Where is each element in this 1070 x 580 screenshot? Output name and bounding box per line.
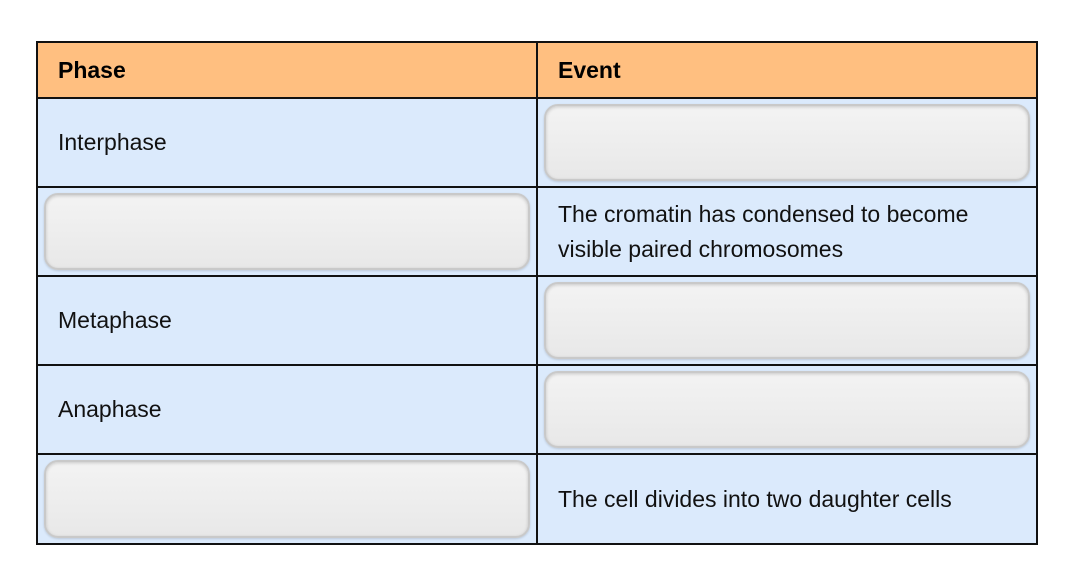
phase-cell-metaphase: Metaphase: [36, 275, 538, 366]
table-row: Anaphase: [36, 364, 1038, 455]
phase-cell-anaphase: Anaphase: [36, 364, 538, 455]
event-cell-chromosomes: The cromatin has condensed to become vis…: [536, 186, 1038, 277]
event-cell: [536, 364, 1038, 455]
event-drop-slot-metaphase[interactable]: [544, 282, 1030, 359]
event-drop-slot-anaphase[interactable]: [544, 371, 1030, 448]
phase-drop-slot-chromosomes[interactable]: [44, 193, 530, 270]
table-row: Interphase: [36, 97, 1038, 188]
event-cell: [536, 275, 1038, 366]
table-header-row: Phase Event: [36, 41, 1038, 99]
event-cell-cell-division: The cell divides into two daughter cells: [536, 453, 1038, 545]
phase-event-table: Phase Event Interphase The cromatin has …: [36, 41, 1038, 545]
table-row: The cell divides into two daughter cells: [36, 453, 1038, 545]
header-phase: Phase: [36, 41, 538, 99]
phase-drop-slot-cell-division[interactable]: [44, 460, 530, 538]
event-drop-slot-interphase[interactable]: [544, 104, 1030, 181]
table-row: Metaphase: [36, 275, 1038, 366]
table-row: The cromatin has condensed to become vis…: [36, 186, 1038, 277]
phase-cell: [36, 453, 538, 545]
phase-cell: [36, 186, 538, 277]
phase-cell-interphase: Interphase: [36, 97, 538, 188]
header-event: Event: [536, 41, 1038, 99]
event-cell: [536, 97, 1038, 188]
